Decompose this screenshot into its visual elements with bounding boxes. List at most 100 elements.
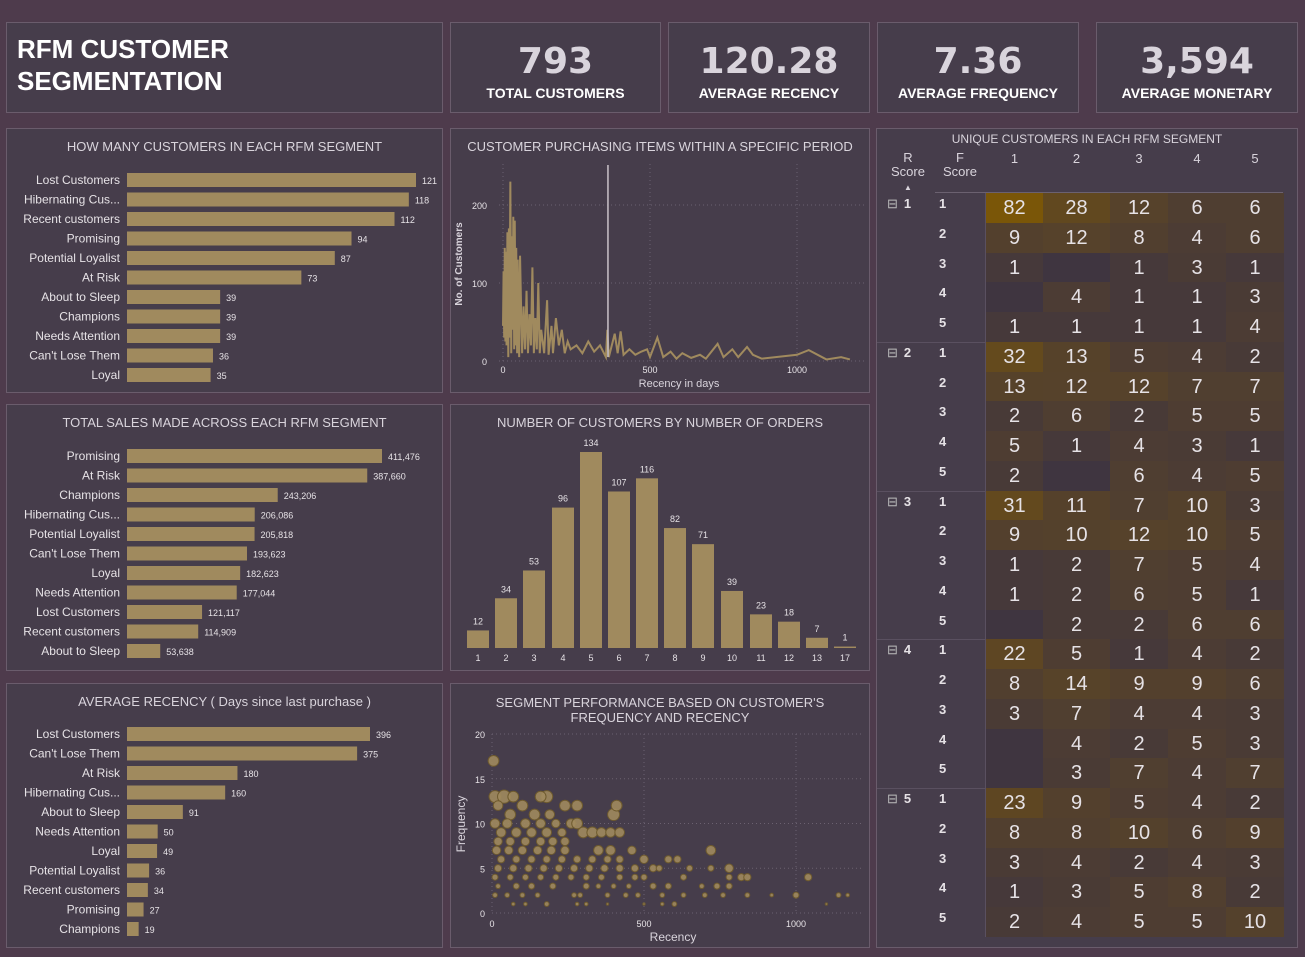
title-card: RFM CUSTOMER SEGMENTATION — [6, 22, 443, 113]
bar-category-label: Lost Customers — [36, 173, 120, 187]
matrix-cell: 4 — [1168, 639, 1226, 670]
matrix-cell: 82 — [986, 193, 1043, 223]
matrix-cell — [986, 758, 1043, 789]
scatter-point — [705, 845, 717, 856]
matrix-cell: 4 — [1226, 550, 1284, 580]
bar-category-label: Hibernating Cus... — [24, 508, 120, 522]
collapse-icon[interactable]: ⊟ — [887, 642, 898, 658]
scatter-point — [659, 892, 666, 899]
bar-category-label: Needs Attention — [35, 329, 120, 343]
bar-data-label: 19 — [145, 925, 155, 935]
expand-group-toggle[interactable]: ⊟ 3 — [887, 494, 911, 510]
y-tick-label: 10 — [475, 820, 485, 830]
bar-data-label: 53,638 — [166, 647, 194, 657]
bar-category-label: Recent customers — [23, 625, 120, 639]
matrix-cell: 3 — [1043, 877, 1110, 908]
bar-category-label: Needs Attention — [35, 825, 120, 839]
bar-category-label: Promising — [67, 232, 120, 246]
scatter-point — [720, 892, 726, 899]
chart-svg: 0 100 200 0 500 1000 Recency in days No. of Cus… — [454, 164, 866, 390]
matrix-cell: 2 — [1110, 401, 1168, 432]
matrix-cell: 2 — [1110, 847, 1168, 878]
bar-category-label: Recent customers — [23, 212, 120, 226]
matrix-cell: 2 — [1043, 609, 1110, 640]
scatter-point — [504, 892, 511, 899]
scatter-point — [604, 892, 611, 899]
matrix-cell: 12 — [1110, 371, 1168, 402]
expand-group-toggle[interactable]: ⊟ 1 — [887, 196, 911, 212]
column-header: 4 — [1193, 151, 1201, 166]
scatter-point — [559, 799, 571, 812]
collapse-icon[interactable]: ⊟ — [887, 344, 898, 360]
matrix-cell: 4 — [1043, 847, 1110, 878]
f-score-label: 2 — [939, 820, 947, 836]
scatter-point — [560, 836, 570, 847]
matrix-cell: 7 — [1168, 371, 1226, 402]
scatter-point — [567, 873, 575, 881]
matrix-cell: 6 — [1168, 817, 1226, 848]
bar — [127, 902, 144, 917]
matrix-cell: 1 — [1043, 312, 1110, 342]
bar-data-label: 36 — [155, 867, 165, 877]
scatter-point — [640, 873, 648, 881]
bar-data-label: 39 — [727, 577, 737, 587]
matrix-cell: 1 — [986, 312, 1043, 342]
scatter-point — [686, 864, 694, 872]
scatter-point — [615, 855, 624, 864]
matrix-cell: 1 — [1168, 312, 1226, 342]
matrix-cell: 1 — [1110, 639, 1168, 670]
title-line-2: SEGMENTATION — [17, 66, 223, 96]
scatter-point — [542, 855, 551, 864]
collapse-icon[interactable]: ⊟ — [887, 791, 898, 807]
scatter-point — [610, 799, 623, 812]
matrix-cell: 5 — [1168, 550, 1226, 580]
f-score-label: 1 — [939, 493, 947, 509]
scatter-point — [512, 855, 521, 864]
matrix-cell: 8 — [1110, 222, 1168, 253]
scatter-point — [586, 826, 599, 839]
matrix-cell: 3 — [1168, 431, 1226, 461]
kpi-label: AVERAGE MONETARY — [1121, 85, 1273, 101]
scatter-point — [501, 818, 513, 829]
scatter-point — [524, 864, 533, 873]
matrix-cell: 2 — [1110, 609, 1168, 640]
bar-data-label: 118 — [415, 196, 429, 206]
matrix-cell: 6 — [1043, 401, 1110, 432]
r-score-header: R Score ▲ — [891, 150, 925, 193]
scatter-point — [495, 827, 507, 838]
matrix-cell: 5 — [1226, 460, 1284, 491]
scatter-point — [769, 892, 774, 898]
scatter-point — [504, 845, 514, 856]
scatter-point — [824, 902, 829, 906]
scatter-point — [664, 855, 673, 864]
expand-group-toggle[interactable]: ⊟ 4 — [887, 642, 911, 658]
bar-data-label: 193,623 — [253, 550, 286, 560]
matrix-title: UNIQUE CUSTOMERS IN EACH RFM SEGMENT — [951, 132, 1223, 146]
x-tick-label: 500 — [642, 365, 657, 375]
bar-category-label: About to Sleep — [41, 644, 120, 658]
scatter-point — [492, 892, 498, 899]
scatter-point — [845, 892, 850, 898]
scatter-point — [671, 901, 678, 907]
bar-data-label: 1 — [842, 633, 847, 643]
y-tick-label: 15 — [475, 775, 485, 785]
matrix-cell: 4 — [1043, 728, 1110, 759]
x-tick-label: 3 — [531, 653, 536, 663]
bar-data-label: 87 — [341, 254, 351, 264]
expand-group-toggle[interactable]: ⊟ 2 — [887, 345, 911, 361]
collapse-icon[interactable]: ⊟ — [887, 196, 898, 211]
f-score-label: 3 — [939, 404, 947, 420]
matrix-cell: 10 — [1043, 520, 1110, 551]
r-score-label: 5 — [903, 791, 912, 807]
collapse-icon[interactable]: ⊟ — [887, 493, 898, 509]
matrix-cell: 1 — [1043, 431, 1110, 461]
scatter-point — [583, 901, 589, 907]
scatter-point — [493, 836, 503, 847]
rfm-matrix: UNIQUE CUSTOMERS IN EACH RFM SEGMENT R Sc… — [876, 128, 1298, 948]
matrix-cell: 2 — [1226, 341, 1284, 372]
matrix-cell: 12 — [1043, 371, 1110, 402]
scatter-point — [707, 864, 715, 872]
scatter-point — [743, 873, 752, 882]
scatter-point — [528, 882, 536, 890]
expand-group-toggle[interactable]: ⊟ 5 — [887, 791, 911, 807]
